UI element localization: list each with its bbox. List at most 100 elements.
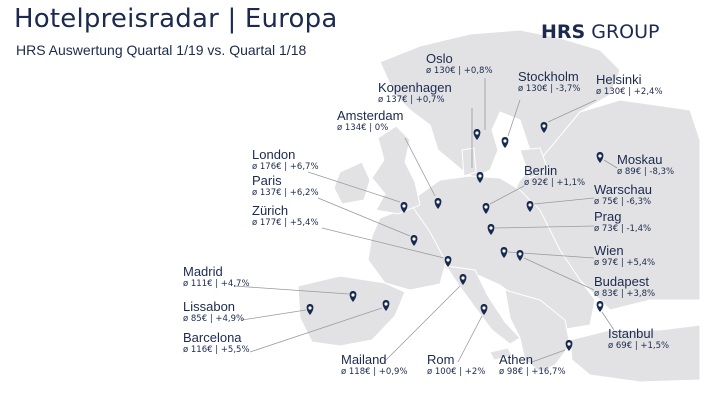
city-name: Budapest — [594, 274, 649, 289]
city-name: Istanbul — [608, 326, 654, 341]
map-pin-icon-amsterdam — [434, 198, 442, 209]
city-label-warschau: Warschau ø 75€ | -6,3% — [594, 182, 652, 208]
city-stat: ø 134€ | 0% — [337, 123, 389, 133]
map-pin-icon-london — [400, 202, 408, 213]
city-stat: ø 89€ | -8,3% — [617, 167, 675, 177]
leader-line-stockholm — [507, 99, 521, 137]
city-stat: ø 130€ | +0,8% — [426, 66, 493, 76]
city-label-kopenhagen: Kopenhagen ø 137€ | +0,7% — [378, 80, 452, 106]
leader-line-lissabon — [241, 309, 307, 321]
city-stat: ø 73€ | -1,4% — [594, 224, 652, 234]
city-label-budapest: Budapest ø 83€ | +3,8% — [594, 274, 655, 300]
city-label-moskau: Moskau ø 89€ | -8,3% — [617, 152, 674, 178]
leader-line-istanbul — [601, 311, 615, 331]
city-label-istanbul: Istanbul ø 69€ | +1,5% — [608, 326, 669, 352]
leader-line-berlin — [489, 185, 525, 205]
leader-line-paris — [317, 197, 411, 237]
city-name: Kopenhagen — [378, 80, 452, 95]
sicily-land — [489, 347, 513, 361]
city-name: Moskau — [617, 152, 663, 167]
map-pin-icon-rom — [480, 304, 488, 315]
city-name: Wien — [594, 243, 624, 258]
city-label-amsterdam: Amsterdam ø 134€ | 0% — [337, 108, 403, 134]
city-stat: ø 130€ | -3,7% — [518, 84, 581, 94]
city-stat: ø 137€ | +0,7% — [378, 95, 445, 105]
map-pin-icon-paris — [410, 235, 418, 246]
map-pin-icon-madrid — [349, 291, 357, 302]
map-title: Hotelpreisradar | Europa — [14, 4, 338, 34]
balkans-land — [504, 289, 571, 373]
leader-line-helsinki — [547, 99, 597, 123]
leader-line-madrid — [233, 285, 350, 295]
city-stat: ø 97€ | +5,4% — [594, 258, 656, 268]
map-pin-icon-warschau — [526, 201, 534, 212]
city-name: London — [252, 147, 296, 162]
city-label-stockholm: Stockholm ø 130€ | -3,7% — [518, 69, 580, 95]
hrs-group-logo: HRS GROUP — [541, 21, 660, 43]
map-pin-icon-zurich — [444, 256, 452, 267]
city-label-london: London ø 176€ | +6,7% — [252, 147, 319, 173]
city-stat: ø 176€ | +6,7% — [252, 162, 319, 172]
map-pin-icon-helsinki — [540, 122, 548, 133]
city-stat: ø 83€ | +3,8% — [594, 289, 656, 299]
brand-group: GROUP — [585, 21, 660, 43]
city-label-helsinki: Helsinki ø 130€ | +2,4% — [596, 72, 663, 98]
map-pin-icon-berlin — [482, 203, 490, 214]
city-name: Paris — [252, 173, 282, 188]
map-pin-icon-budapest — [516, 250, 524, 261]
city-label-madrid: Madrid ø 111€ | +4,7% — [183, 264, 250, 290]
city-label-rom: Rom ø 100€ | +2% — [427, 352, 485, 378]
scandinavia-land — [379, 29, 621, 179]
city-label-oslo: Oslo ø 130€ | +0,8% — [426, 51, 493, 77]
map-pin-icon-moskau — [596, 152, 604, 163]
city-stat: ø 130€ | +2,4% — [596, 87, 663, 97]
city-stat: ø 98€ | +16,7% — [499, 367, 566, 377]
ireland-land — [333, 161, 371, 205]
city-name: Stockholm — [518, 69, 579, 84]
city-markers — [306, 122, 604, 351]
city-name: Zürich — [252, 203, 289, 218]
leader-line-moskau — [603, 159, 618, 169]
leader-line-london — [307, 171, 401, 203]
map-pin-icon-kopenhagen — [476, 172, 484, 183]
map-pin-icon-stockholm — [501, 137, 509, 148]
brand-hrs: HRS — [541, 21, 586, 43]
baltic-coast-land — [519, 147, 549, 179]
map-pin-icon-wien — [500, 247, 508, 258]
city-stat: ø 92€ | +1,1% — [524, 178, 586, 188]
map-pin-icon-prag — [487, 224, 495, 235]
map-pin-icon-mailand — [459, 274, 467, 285]
city-name: Athen — [499, 352, 533, 367]
city-name: Amsterdam — [337, 108, 404, 123]
city-name: Helsinki — [596, 72, 642, 87]
leader-line-rom — [457, 315, 483, 363]
city-name: Berlin — [524, 163, 558, 178]
leader-line-mailand — [383, 285, 461, 363]
city-name: Madrid — [183, 264, 223, 279]
city-stat: ø 111€ | +4,7% — [183, 279, 250, 289]
city-name: Rom — [427, 352, 455, 367]
city-name: Barcelona — [183, 330, 242, 345]
map-pin-icon-oslo — [473, 129, 481, 140]
map-pin-icon-barcelona — [382, 300, 390, 311]
leader-line-prag — [494, 225, 595, 229]
city-label-athen: Athen ø 98€ | +16,7% — [499, 352, 566, 378]
leader-line-zurich — [321, 227, 445, 259]
city-label-mailand: Mailand ø 118€ | +0,9% — [341, 352, 408, 378]
city-name: Warschau — [594, 182, 653, 197]
city-label-wien: Wien ø 97€ | +5,4% — [594, 243, 655, 269]
leader-line-warschau — [533, 197, 595, 205]
city-name: Oslo — [426, 51, 453, 66]
leader-line-barcelona — [249, 307, 383, 353]
turkey-land — [569, 324, 701, 383]
city-stat: ø 100€ | +2% — [427, 367, 486, 377]
map-pin-icon-istanbul — [596, 301, 604, 312]
city-stat: ø 75€ | -6,3% — [594, 197, 652, 207]
leader-line-athen — [531, 349, 566, 363]
city-stat: ø 116€ | +5,5% — [183, 345, 250, 355]
leader-line-budapest — [523, 257, 595, 291]
city-name: Lissabon — [183, 299, 236, 314]
iberia-land — [297, 275, 406, 347]
city-name: Prag — [594, 209, 622, 224]
